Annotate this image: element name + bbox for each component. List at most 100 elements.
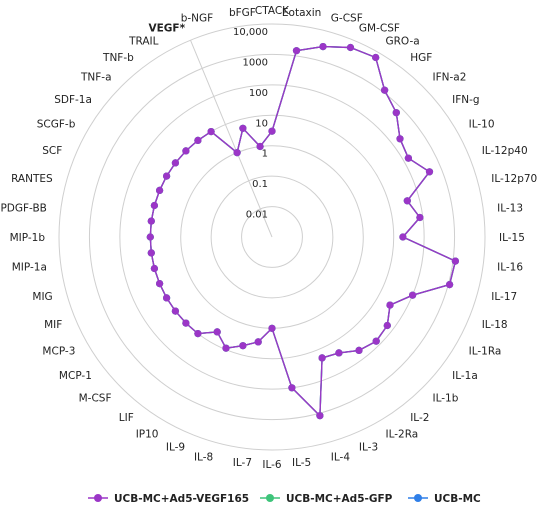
data-point xyxy=(288,384,296,392)
data-point xyxy=(163,172,171,180)
category-label: IFN-a2 xyxy=(433,72,467,84)
category-label: RANTES xyxy=(11,173,53,185)
series-line xyxy=(149,45,457,417)
category-label: IL-2Ra xyxy=(386,429,419,441)
grid-ring xyxy=(119,84,425,390)
ring-tick-label: 10 xyxy=(255,118,268,129)
legend-label: UCB-MC+Ad5-GFP xyxy=(286,493,393,505)
category-label: PDGF-BB xyxy=(0,202,46,214)
data-point xyxy=(239,342,247,350)
category-label: IL-18 xyxy=(482,319,508,331)
data-point xyxy=(268,127,276,135)
series-ucb-mc xyxy=(146,43,459,420)
category-label: IL-5 xyxy=(292,457,311,469)
category-label: IP10 xyxy=(136,429,159,441)
data-point xyxy=(292,47,301,55)
category-label: HGF xyxy=(410,52,432,64)
category-label: IL-17 xyxy=(491,291,517,303)
category-label: LIF xyxy=(119,412,134,424)
category-label: IL-7 xyxy=(233,457,252,469)
ring-tick-label: 1 xyxy=(262,149,268,160)
category-label: IL-1b xyxy=(433,393,459,405)
category-label: MIF xyxy=(44,319,62,331)
legend-label: UCB-MC xyxy=(434,493,481,505)
data-point xyxy=(268,324,276,332)
category-label: MCP-1 xyxy=(59,370,92,382)
data-point xyxy=(404,154,412,162)
category-label: MIG xyxy=(32,291,52,303)
data-point xyxy=(150,264,158,273)
series-ucb-mc-ad5-vegf165 xyxy=(146,43,459,420)
series-layer xyxy=(146,43,459,420)
data-point xyxy=(146,233,154,241)
highlight-spoke xyxy=(190,40,273,238)
category-label: IL-16 xyxy=(497,262,523,274)
ring-tick-label: 0.01 xyxy=(246,210,268,221)
grid-ring xyxy=(88,53,456,421)
category-label: IL-6 xyxy=(262,459,282,471)
data-point xyxy=(318,354,326,362)
data-point xyxy=(409,291,417,299)
data-point xyxy=(386,301,394,309)
legend-label: UCB-MC+Ad5-VEGF165 xyxy=(114,493,249,505)
ring-tick-label: 100 xyxy=(249,88,268,99)
data-point xyxy=(392,109,400,117)
data-point xyxy=(335,349,343,357)
data-point xyxy=(182,319,190,327)
data-point xyxy=(163,294,171,302)
category-label: IL-12p40 xyxy=(482,145,528,157)
data-point xyxy=(147,217,155,225)
category-label: GRO-a xyxy=(386,35,420,47)
ring-tick-label: 10,000 xyxy=(233,27,268,38)
series-line xyxy=(149,45,457,417)
category-label: IL-1a xyxy=(452,370,478,382)
data-point xyxy=(147,249,155,257)
category-label: VEGF* xyxy=(149,22,186,34)
category-label: IL-4 xyxy=(331,451,351,463)
category-label: IL-15 xyxy=(499,232,525,244)
category-label: G-CSF xyxy=(331,13,363,25)
data-point xyxy=(346,43,355,52)
category-label: TRAIL xyxy=(128,35,159,47)
category-label: SCGF-b xyxy=(37,119,76,131)
data-point xyxy=(372,337,380,345)
category-label: GM-CSF xyxy=(359,22,400,34)
legend-marker xyxy=(414,494,422,502)
category-label: TNF-a xyxy=(80,72,112,84)
data-point xyxy=(171,159,179,167)
grid-ring xyxy=(241,206,303,268)
category-label: M-CSF xyxy=(79,393,112,405)
data-point xyxy=(150,201,158,210)
category-label: SCF xyxy=(42,145,62,157)
category-label: SDF-1a xyxy=(54,94,92,106)
category-label: IL-2 xyxy=(410,412,429,424)
data-point xyxy=(425,168,434,176)
category-label: IL-1Ra xyxy=(469,346,502,358)
legend-item: UCB-MC+Ad5-GFP xyxy=(260,493,393,505)
category-label: CTACK xyxy=(255,5,290,17)
category-label: IFN-g xyxy=(452,94,479,106)
data-point xyxy=(372,53,380,62)
legend-item: UCB-MC xyxy=(408,493,481,505)
data-point xyxy=(399,233,407,241)
category-label: IL-12p70 xyxy=(491,173,537,185)
series-ucb-mc-ad5-gfp xyxy=(146,43,459,420)
data-point xyxy=(355,346,363,354)
ring-tick-label: 1000 xyxy=(243,57,268,68)
legend-marker xyxy=(266,494,274,502)
data-point xyxy=(396,135,404,143)
category-label: IL-10 xyxy=(469,119,495,131)
data-point xyxy=(156,280,164,288)
data-point xyxy=(403,197,411,205)
data-point xyxy=(416,213,424,222)
category-label: MIP-1a xyxy=(12,262,47,274)
series-line xyxy=(149,45,457,417)
data-point xyxy=(319,43,327,51)
category-label: MCP-3 xyxy=(42,346,75,358)
ring-tick-label: 0.1 xyxy=(252,179,268,190)
legend-marker xyxy=(94,494,102,502)
category-label: Eotaxin xyxy=(282,7,321,19)
data-point xyxy=(207,128,215,136)
